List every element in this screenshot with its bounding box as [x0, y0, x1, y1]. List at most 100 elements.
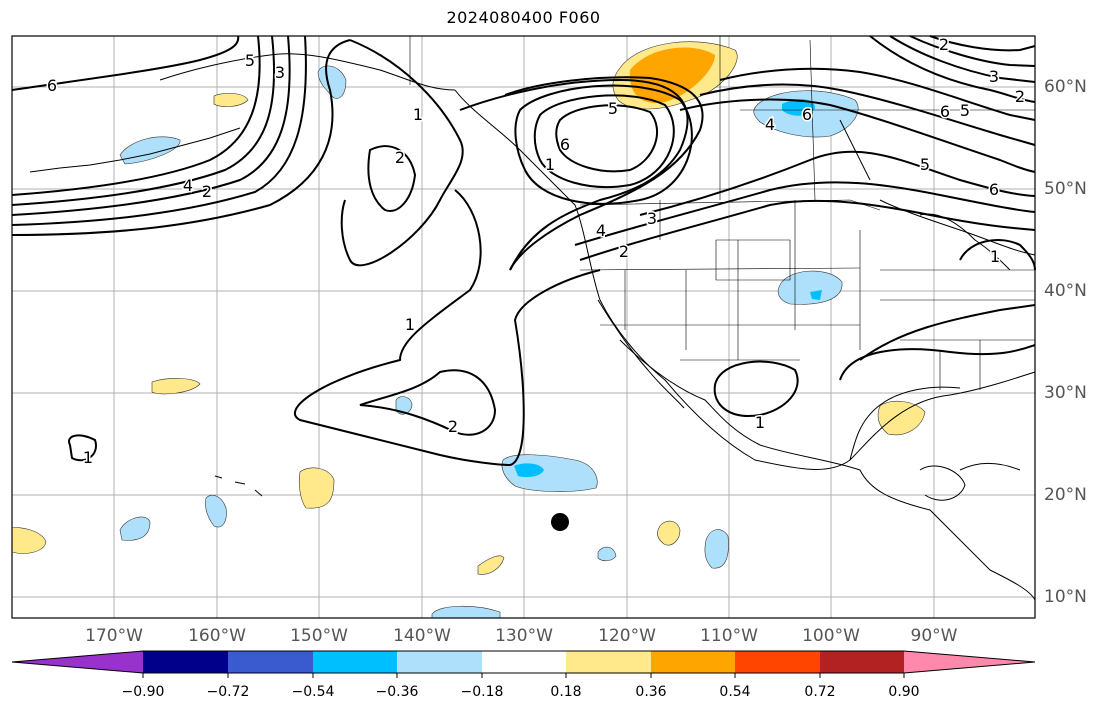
contour-label: 6 — [47, 76, 57, 95]
contour-label: 2 — [619, 242, 629, 261]
blue-anomaly-3 — [119, 516, 151, 541]
longitude-label: 120°W — [598, 626, 656, 646]
latitude-label: 60°N — [1044, 77, 1087, 97]
colorbar-tick-label: 0.54 — [719, 684, 751, 700]
longitude-label: 170°W — [85, 626, 143, 646]
contour-w-3 — [11, 35, 276, 206]
contour-label: 5 — [960, 101, 970, 120]
blue-anomaly-dakota-core — [810, 290, 822, 300]
colorbar-segment-7 — [651, 651, 735, 673]
latitude-label: 20°N — [1044, 485, 1087, 505]
hawaii-islands — [214, 475, 263, 497]
contour-ring-4 — [514, 84, 693, 205]
colorbar-tick-label: −0.90 — [121, 684, 165, 700]
colorbar-segment-8 — [735, 651, 820, 673]
gulf-coast — [849, 386, 961, 461]
colorbar-segment-2 — [228, 651, 313, 673]
blue-anomaly-gulfalaska — [317, 65, 347, 99]
contour-label: 5 — [608, 99, 618, 118]
blue-anomaly-dakota — [777, 270, 843, 305]
contour-label: 6 — [802, 105, 812, 124]
baja — [597, 299, 685, 409]
contour-east-6 — [719, 67, 1036, 121]
contour-label: 2 — [202, 182, 212, 201]
colorbar-segment-4 — [397, 651, 482, 673]
contour-label: 4 — [765, 115, 775, 134]
north-america-coast — [454, 89, 1036, 470]
contour-ring-6 — [555, 104, 659, 173]
colorbar-tick-label: −0.72 — [206, 684, 250, 700]
contour-label: 1 — [755, 413, 765, 432]
contour-east-5 — [699, 83, 1036, 146]
contour-ring-5 — [533, 94, 675, 188]
latitude-label: 40°N — [1044, 281, 1087, 301]
blue-anomaly-hawaii — [205, 495, 227, 528]
yellow-anomaly-alaska — [213, 93, 249, 107]
anomaly-fills — [11, 41, 926, 619]
contour-south-1 — [839, 344, 1036, 381]
contour-south-2 — [859, 304, 1036, 361]
contour-label: 2 — [939, 35, 949, 54]
contour-east-1 — [579, 199, 1036, 261]
alaska-coast — [159, 53, 456, 91]
contour-w-4 — [11, 35, 291, 216]
contour-2-small — [367, 145, 417, 212]
contour-ridge-1 — [459, 78, 689, 271]
contour-lakes — [959, 239, 1036, 271]
map-panel: 6 5 4 3 2 1 2 1 2 5 6 4 3 2 1 1 6 5 4 6 … — [11, 34, 1036, 619]
contour-label: 1 — [405, 315, 415, 334]
colorbar-segment-1 — [143, 651, 228, 673]
blue-anomaly-canada-core — [782, 99, 815, 116]
contour-ne-3 — [909, 35, 1036, 67]
contour-center — [340, 39, 464, 267]
storm-center-marker — [551, 513, 569, 531]
graticule — [12, 36, 1035, 618]
colorbar-tick-label: 0.72 — [804, 684, 836, 700]
yellow-anomaly-7 — [11, 527, 47, 554]
contour-ne-1 — [869, 35, 1036, 103]
colorbar-segment-6 — [566, 651, 651, 673]
contours — [11, 35, 1036, 467]
blue-anomaly-6 — [597, 546, 617, 562]
colorbar-tick-label: −0.54 — [291, 684, 335, 700]
contour-label: 3 — [989, 67, 999, 86]
longitude-label: 90°W — [910, 626, 958, 646]
contour-label: 1 — [990, 247, 1000, 266]
contour-w-6 — [11, 39, 351, 236]
colorbar-tick-label: −0.36 — [375, 684, 419, 700]
longitude-label: 130°W — [495, 626, 553, 646]
contour-label: 2 — [1015, 87, 1025, 106]
colorbar-tick-label: 0.36 — [635, 684, 667, 700]
state-borders — [409, 36, 1035, 390]
yellow-anomaly-6 — [477, 555, 505, 575]
contour-ne-2 — [889, 35, 1036, 83]
contour-labels: 6 5 4 3 2 1 2 1 2 5 6 4 3 2 1 1 6 5 4 6 … — [45, 34, 1026, 469]
contour-label: 5 — [245, 51, 255, 70]
contour-w-1 — [11, 35, 240, 91]
longitude-label: 150°W — [290, 626, 348, 646]
mexico-coast — [619, 339, 1036, 601]
latitude-label: 30°N — [1044, 383, 1087, 403]
colorbar-segment-0 — [12, 651, 143, 673]
colorbar-tick-label: 0.90 — [888, 684, 920, 700]
yellow-anomaly-hawaii — [298, 467, 335, 509]
blue-anomaly-bottom — [431, 605, 501, 619]
blue-anomaly-5 — [704, 529, 729, 569]
contour-w-5 — [11, 35, 307, 226]
yellow-anomaly-gulf — [877, 400, 926, 436]
blue-anomaly-4-core — [514, 463, 544, 478]
contour-2-loop — [359, 369, 497, 436]
contour-1-big — [293, 189, 601, 467]
contour-label: 6 — [989, 180, 999, 199]
contour-label: 4 — [183, 176, 193, 195]
contour-east-3 — [639, 150, 1036, 216]
longitude-label: 140°W — [393, 626, 451, 646]
blue-anomaly-2 — [395, 396, 413, 415]
colorbar-segment-9 — [820, 651, 904, 673]
yellow-anomaly-1 — [151, 378, 201, 395]
aleutians — [29, 127, 241, 173]
colorbar-segment-3 — [313, 651, 397, 673]
great-lakes — [919, 213, 1011, 271]
colorbar-segment-5 — [482, 651, 566, 673]
